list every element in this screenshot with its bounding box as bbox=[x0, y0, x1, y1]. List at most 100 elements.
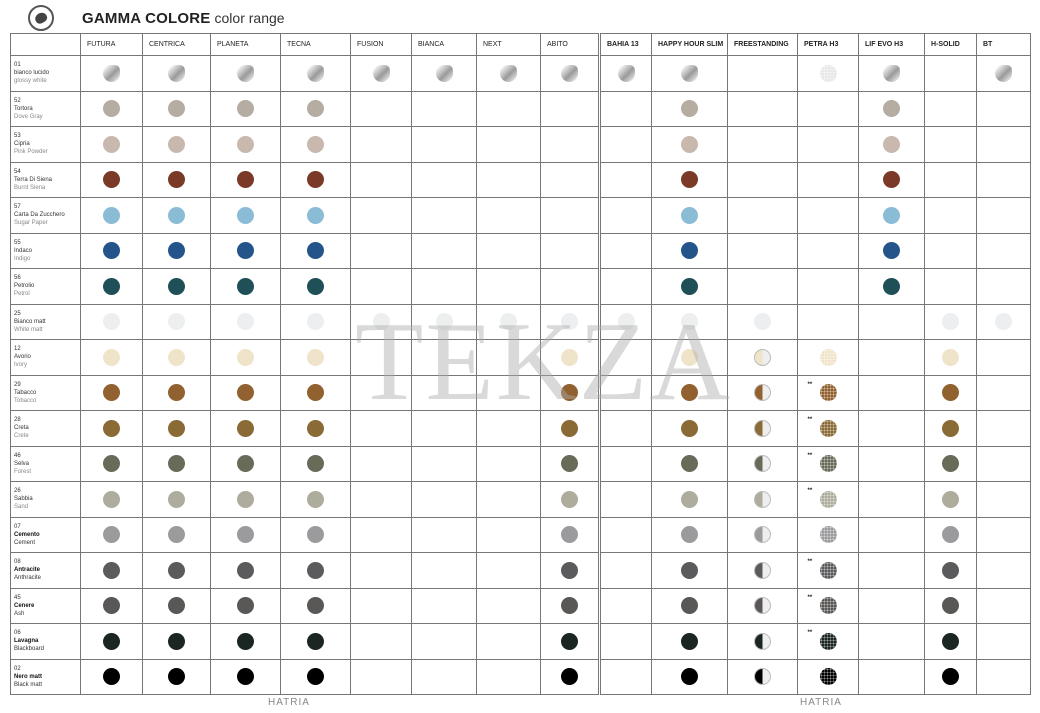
availability-cell: ** bbox=[797, 481, 859, 518]
color-label: 52 Tortora Dove Gray bbox=[10, 90, 81, 127]
availability-cell bbox=[727, 268, 798, 305]
color-name-en: White matt bbox=[14, 326, 43, 333]
color-swatch bbox=[561, 348, 578, 366]
color-swatch bbox=[561, 313, 578, 331]
color-swatch bbox=[681, 348, 698, 366]
availability-cell bbox=[540, 410, 599, 447]
availability-cell bbox=[350, 658, 412, 695]
availability-cell bbox=[350, 232, 412, 269]
color-row: 57 Carta Da Zucchero Sugar Paper bbox=[10, 197, 599, 234]
availability-cell bbox=[976, 55, 1031, 92]
color-swatch bbox=[819, 384, 837, 402]
availability-cell bbox=[924, 516, 977, 553]
color-code: 26 bbox=[14, 488, 21, 495]
color-swatch bbox=[617, 313, 635, 331]
availability-cell bbox=[600, 658, 652, 695]
color-code: 29 bbox=[14, 381, 21, 388]
availability-cell bbox=[80, 268, 143, 305]
color-swatch bbox=[681, 419, 698, 437]
availability-cell bbox=[280, 197, 351, 234]
color-swatch bbox=[754, 632, 771, 650]
color-name: Cipria bbox=[14, 141, 30, 148]
color-swatch bbox=[942, 526, 959, 544]
availability-cell bbox=[540, 90, 599, 127]
availability-cell bbox=[280, 658, 351, 695]
color-row: 08 Antracite Anthracite bbox=[10, 552, 599, 589]
color-row: 25 Bianco matt White matt bbox=[10, 303, 599, 340]
availability-cell bbox=[651, 90, 728, 127]
color-swatch bbox=[819, 668, 837, 686]
color-swatch bbox=[372, 313, 390, 331]
color-swatch bbox=[168, 242, 185, 260]
availability-cell bbox=[476, 55, 541, 92]
availability-cell bbox=[924, 481, 977, 518]
color-swatch bbox=[307, 313, 324, 331]
color-swatch bbox=[103, 561, 120, 579]
availability-cell bbox=[858, 481, 925, 518]
availability-cell bbox=[924, 90, 977, 127]
color-swatch bbox=[237, 171, 254, 189]
availability-cell: ** bbox=[797, 623, 859, 660]
availability-cell bbox=[600, 516, 652, 553]
availability-cell bbox=[411, 161, 477, 198]
availability-cell bbox=[651, 161, 728, 198]
availability-cell bbox=[797, 268, 859, 305]
availability-cell bbox=[600, 197, 652, 234]
availability-cell bbox=[540, 658, 599, 695]
color-swatch bbox=[168, 632, 185, 650]
header-row: BAHIA 13 HAPPY HOUR SLIM FREESTANDING PETRA… bbox=[600, 33, 1031, 56]
availability-cell bbox=[976, 126, 1031, 163]
availability-cell bbox=[651, 410, 728, 447]
availability-cell bbox=[858, 90, 925, 127]
availability-cell: ** bbox=[797, 374, 859, 411]
availability-cell bbox=[350, 481, 412, 518]
color-label: 56 Petrolio Petrol bbox=[10, 268, 81, 305]
color-name: Petrolio bbox=[14, 283, 35, 290]
color-swatch bbox=[307, 348, 324, 366]
availability-cell bbox=[858, 658, 925, 695]
availability-cell bbox=[80, 587, 143, 624]
availability-cell bbox=[727, 516, 798, 553]
color-name-en: Pink Powder bbox=[14, 149, 48, 156]
availability-cell bbox=[600, 445, 652, 482]
availability-cell bbox=[540, 516, 599, 553]
color-swatch bbox=[237, 490, 254, 508]
availability-cell bbox=[540, 197, 599, 234]
column-header: FUSION bbox=[350, 33, 412, 56]
color-label: 12 Avorio Ivory bbox=[10, 339, 81, 376]
color-name: Terra Di Siena bbox=[14, 176, 53, 183]
availability-cell: ** bbox=[797, 587, 859, 624]
availability-cell bbox=[651, 658, 728, 695]
availability-cell bbox=[280, 481, 351, 518]
availability-cell bbox=[600, 303, 652, 340]
availability-cell bbox=[142, 126, 211, 163]
color-row: ** bbox=[600, 587, 1031, 624]
availability-cell bbox=[80, 658, 143, 695]
availability-cell bbox=[651, 55, 728, 92]
availability-cell bbox=[350, 339, 412, 376]
color-swatch bbox=[500, 313, 517, 331]
color-swatch bbox=[754, 597, 771, 615]
color-swatch bbox=[681, 668, 698, 686]
color-row bbox=[600, 90, 1031, 127]
color-code: 12 bbox=[14, 346, 21, 353]
availability-cell bbox=[858, 552, 925, 589]
column-header: H-SOLID bbox=[924, 33, 977, 56]
color-row: 29 Tabacco Tobacco bbox=[10, 374, 599, 411]
availability-cell bbox=[797, 197, 859, 234]
color-swatch bbox=[435, 313, 453, 331]
color-swatch bbox=[942, 597, 959, 615]
color-label: 28 Creta Crete bbox=[10, 410, 81, 447]
color-swatch bbox=[307, 277, 324, 295]
color-row: 52 Tortora Dove Gray bbox=[10, 90, 599, 127]
color-swatch bbox=[681, 277, 698, 295]
color-swatch bbox=[103, 668, 120, 686]
availability-cell bbox=[142, 374, 211, 411]
availability-cell bbox=[210, 445, 281, 482]
note-marker: ** bbox=[807, 488, 813, 495]
availability-cell bbox=[651, 552, 728, 589]
footer-brand-left: HATRIA bbox=[268, 697, 310, 708]
color-code: 57 bbox=[14, 204, 21, 211]
availability-cell bbox=[797, 126, 859, 163]
availability-cell bbox=[280, 552, 351, 589]
